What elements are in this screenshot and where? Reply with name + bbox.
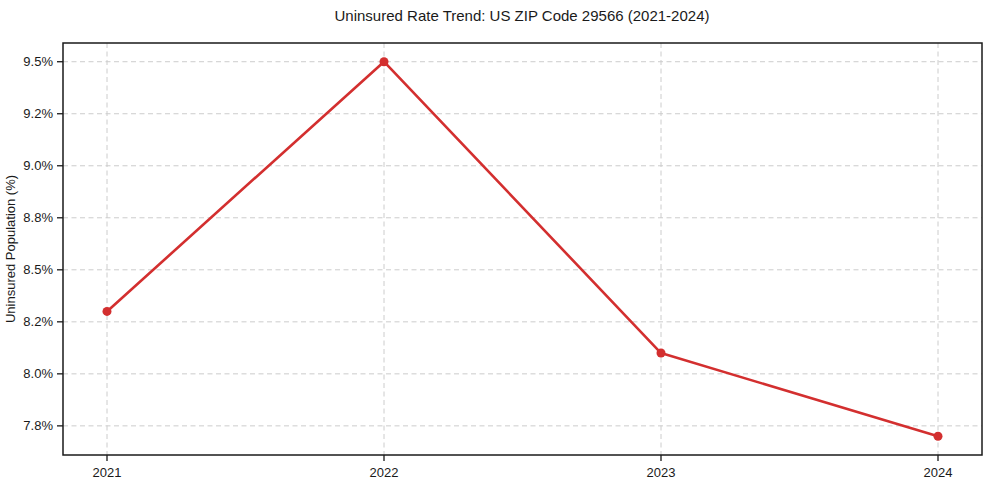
y-tick-label: 8.0% xyxy=(23,366,53,381)
x-tick-label: 2023 xyxy=(647,465,676,480)
y-tick-label: 8.2% xyxy=(23,314,53,329)
data-series xyxy=(103,57,943,441)
chart-figure: 7.8% 8.0% 8.2% 8.5% 8.8% 9.0% 9.2% 9.5% 2021 2022… xyxy=(0,0,989,490)
x-tick-label: 2021 xyxy=(93,465,122,480)
data-point-2022 xyxy=(380,57,389,66)
y-tick-label: 9.2% xyxy=(23,106,53,121)
uninsured-rate-line-chart: 7.8% 8.0% 8.2% 8.5% 8.8% 9.0% 9.2% 9.5% 2021 2022… xyxy=(0,0,989,490)
axes: 7.8% 8.0% 8.2% 8.5% 8.8% 9.0% 9.2% 9.5% 2021 2022… xyxy=(23,54,952,480)
y-tick-label: 7.8% xyxy=(23,418,53,433)
y-tick-label: 8.5% xyxy=(23,262,53,277)
chart-title: Uninsured Rate Trend: US ZIP Code 29566 … xyxy=(335,7,710,24)
data-point-2023 xyxy=(657,349,666,358)
y-tick-label: 9.0% xyxy=(23,158,53,173)
x-tick-label: 2024 xyxy=(924,465,953,480)
plot-frame xyxy=(63,43,982,455)
y-axis-label: Uninsured Population (%) xyxy=(3,175,18,323)
data-point-2024 xyxy=(934,432,943,441)
data-point-2021 xyxy=(103,307,112,316)
gridlines xyxy=(63,43,982,455)
y-tick-label: 8.8% xyxy=(23,210,53,225)
trend-line xyxy=(107,62,938,437)
x-tick-label: 2022 xyxy=(370,465,399,480)
y-tick-label: 9.5% xyxy=(23,54,53,69)
